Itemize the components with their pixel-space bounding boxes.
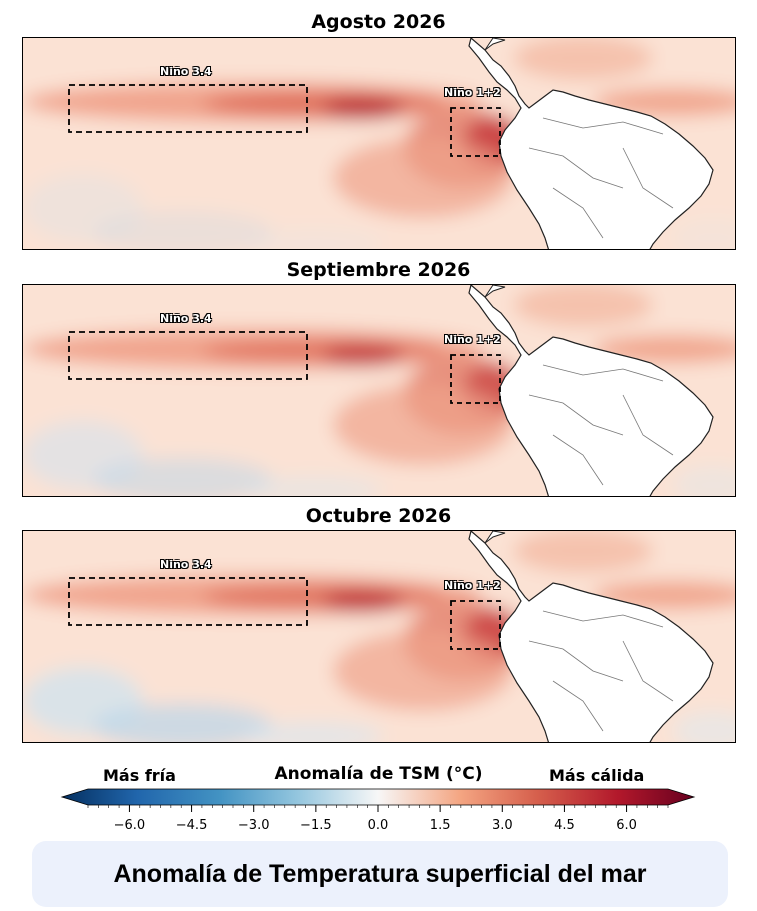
warm-label: Más cálida <box>549 766 645 785</box>
colorbar-title: Anomalía de TSM (°C) <box>274 764 483 784</box>
colorbar-tick-label: 6.0 <box>616 818 637 833</box>
sst-map-september: Niño 3.4 Niño 1+2 <box>22 284 736 497</box>
colorbar-tick-label: −6.0 <box>113 818 146 833</box>
colorbar <box>60 788 696 812</box>
sst-anomaly-field <box>23 38 735 249</box>
sst-anomaly-field <box>23 531 735 742</box>
nino12-label: Niño 1+2 <box>444 579 501 592</box>
colorbar-tick-label: −1.5 <box>300 818 332 833</box>
nino12-label: Niño 1+2 <box>444 86 501 99</box>
nino34-label: Niño 3.4 <box>160 312 212 325</box>
colorbar-tick-label: 3.0 <box>491 818 513 833</box>
caption-text: Anomalía de Temperatura superficial del … <box>113 859 647 888</box>
caption-box: Anomalía de Temperatura superficial del … <box>32 841 728 907</box>
panel-title-october: Octubre 2026 <box>305 505 452 527</box>
nino12-label: Niño 1+2 <box>444 333 501 346</box>
cold-label: Más fría <box>103 766 176 785</box>
colorbar-tick-label: 0.0 <box>367 818 389 833</box>
nino34-label: Niño 3.4 <box>160 65 212 78</box>
colorbar-tick-label: −3.0 <box>237 818 270 833</box>
panel-title-august: Agosto 2026 <box>311 11 446 33</box>
sst-map-october: Niño 3.4 Niño 1+2 <box>22 530 736 743</box>
colorbar-tick-label: 4.5 <box>554 818 575 833</box>
nino34-label: Niño 3.4 <box>160 558 212 571</box>
colorbar-tick-label: −4.5 <box>175 818 208 833</box>
panel-title-september: Septiembre 2026 <box>286 259 471 281</box>
sst-anomaly-field <box>23 285 735 496</box>
colorbar-tick-label: 1.5 <box>429 818 451 833</box>
sst-map-august: Niño 3.4 Niño 1+2 <box>22 37 736 250</box>
